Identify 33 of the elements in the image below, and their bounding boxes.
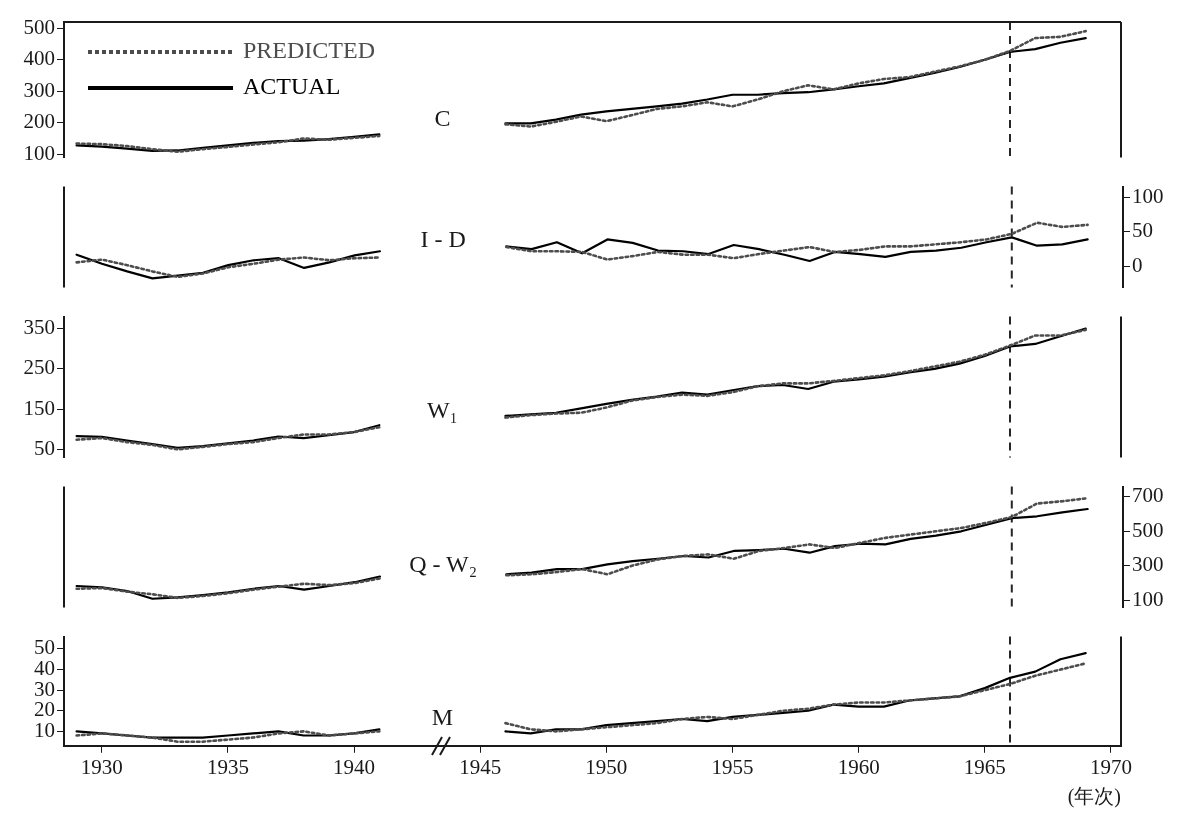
y-tick-label: 100 (23, 140, 55, 165)
y-tick-label: 400 (23, 46, 55, 71)
y-tick-label: 500 (23, 14, 55, 39)
x-axis-title: (年次) (1067, 785, 1121, 809)
x-tick-label: 1955 (711, 754, 754, 779)
text: M (431, 704, 454, 731)
y-tick-label: 250 (23, 355, 55, 380)
text: I - D (420, 225, 466, 252)
x-tick-label: 1935 (206, 754, 249, 779)
y2-tick-label: 50 (1132, 218, 1153, 243)
y2-tick-label: 100 (1132, 587, 1164, 612)
x-tick-label: 1945 (459, 754, 502, 779)
x-tick-label: 1950 (585, 754, 628, 779)
y-tick-label: 350 (23, 315, 55, 340)
y2-tick-label: 300 (1132, 552, 1164, 577)
y-tick-label: 50 (34, 435, 55, 460)
x-tick-label: 1965 (963, 754, 1006, 779)
y2-tick-label: 500 (1132, 517, 1164, 542)
series-label: ACTUAL (243, 73, 341, 100)
text: C (434, 104, 451, 131)
y2-tick-label: 100 (1132, 183, 1164, 208)
x-tick-label: 1960 (837, 754, 880, 779)
y2-tick-label: 0 (1132, 253, 1143, 278)
text: PREDICTED (243, 37, 375, 64)
text: W₁ (426, 396, 458, 423)
text: Q - W₂ (409, 551, 478, 578)
x-tick-label: 1930 (80, 754, 123, 779)
x-tick-label: 1940 (333, 754, 376, 779)
y-tick-label: 300 (23, 77, 55, 102)
y2-tick-label: 700 (1132, 483, 1164, 508)
x-tick-label: 1970 (1089, 754, 1132, 779)
y-tick-label: 150 (23, 395, 55, 420)
y-tick-label: 200 (23, 109, 55, 134)
